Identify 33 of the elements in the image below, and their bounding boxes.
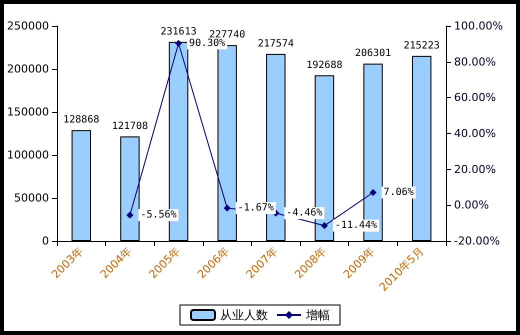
data-label: 90.30% <box>189 38 226 49</box>
y2-tick-label: 100.00% <box>454 20 503 32</box>
data-label: 121708 <box>112 120 148 132</box>
y-tick-label: 150000 <box>6 106 49 118</box>
point <box>370 189 377 196</box>
y2-tick-label: -20.00% <box>454 234 500 248</box>
legend-label: 从业人数 <box>220 308 268 322</box>
data-label: -5.56% <box>140 210 177 221</box>
data-label: 206301 <box>355 48 392 60</box>
point <box>224 204 231 212</box>
legend-label: 增幅 <box>305 308 330 322</box>
data-label: 231613 <box>160 26 197 38</box>
y2-tick-label: 40.00% <box>454 127 496 140</box>
point <box>175 40 182 47</box>
y2-tick-label: 80.00% <box>454 55 496 68</box>
data-label: 7.06% <box>384 187 414 198</box>
data-label: -4.46% <box>286 208 322 219</box>
y-tick-label: 50000 <box>14 192 49 204</box>
y2-tick-label: 60.00% <box>454 91 496 104</box>
y-tick-label: 0 <box>42 234 49 248</box>
y-tick-label: 100000 <box>6 148 49 162</box>
point <box>126 212 134 219</box>
data-label: -11.44% <box>334 220 378 232</box>
y-tick-label: 250000 <box>6 20 49 32</box>
point <box>320 222 328 230</box>
y-tick-label: 200000 <box>6 62 49 76</box>
data-label: 128868 <box>63 114 100 126</box>
data-label: 215223 <box>404 40 440 52</box>
y2-tick-label: 20.00% <box>454 162 496 176</box>
data-label: 217574 <box>258 38 294 50</box>
data-label: 192688 <box>306 60 342 71</box>
data-label: -1.67% <box>238 202 274 214</box>
y2-tick-label: 0.00% <box>454 198 489 212</box>
